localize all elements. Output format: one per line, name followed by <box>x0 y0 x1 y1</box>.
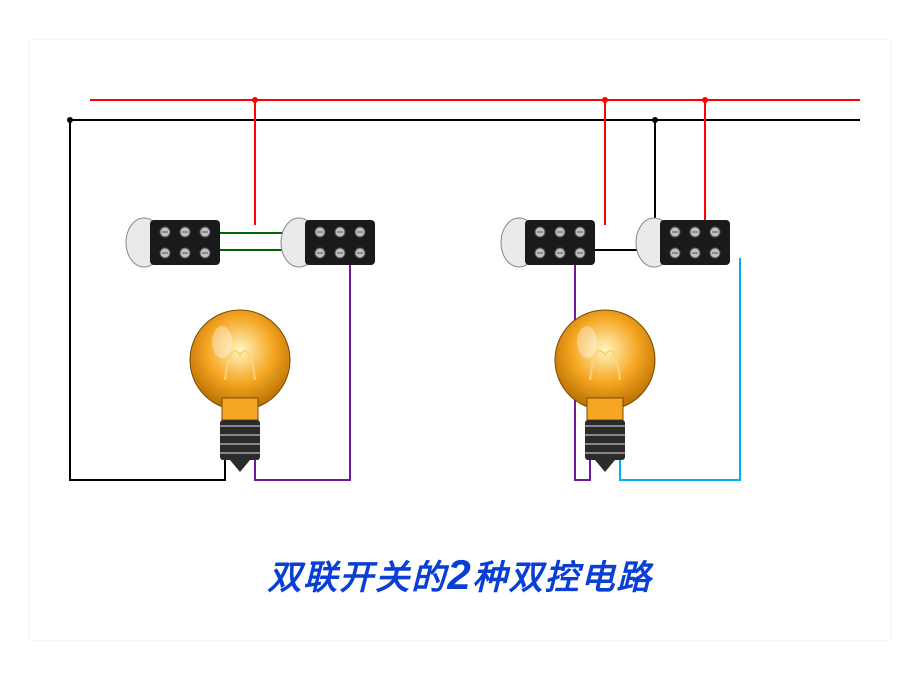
wire-left_neutral_down <box>70 120 225 480</box>
title-number: 2 <box>447 551 472 598</box>
switch-s4 <box>636 218 730 267</box>
junction-dot <box>602 97 608 103</box>
switch-s3 <box>501 218 595 267</box>
junction-dot <box>67 117 73 123</box>
bulb-b1 <box>190 310 290 472</box>
junction-dot <box>702 97 708 103</box>
page-canvas: 双联开关的2种双控电路 <box>0 0 920 690</box>
switch-s2 <box>281 218 375 267</box>
title-prefix: 双联开关的 <box>267 559 447 597</box>
switch-s1 <box>126 218 220 267</box>
junction-dot <box>652 117 658 123</box>
diagram-area: 双联开关的2种双控电路 <box>30 40 890 640</box>
junction-dot <box>252 97 258 103</box>
title-suffix: 种双控电路 <box>473 559 653 597</box>
diagram-title: 双联开关的2种双控电路 <box>30 550 890 599</box>
bulb-b2 <box>555 310 655 472</box>
